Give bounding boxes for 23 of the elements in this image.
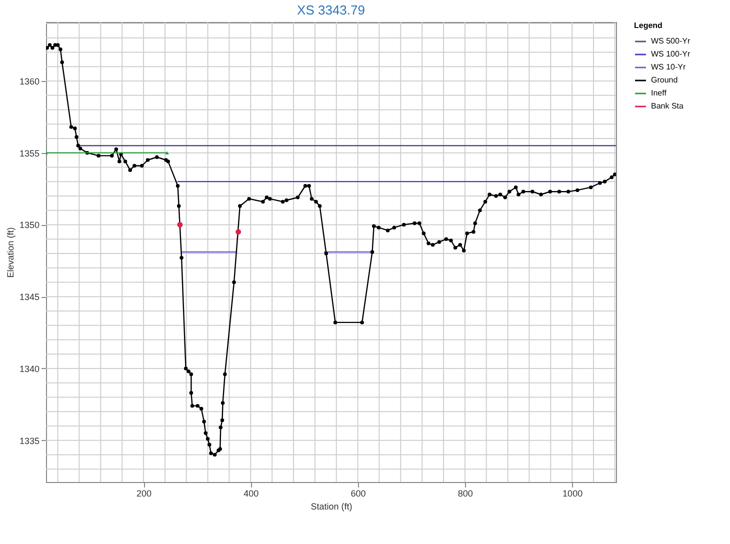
y-axis-title: Elevation (ft)	[5, 227, 16, 278]
legend-label: Ineff	[651, 88, 668, 98]
legend-label: WS 500-Yr	[651, 36, 690, 46]
legend-label: Ground	[651, 76, 678, 84]
y-tick-label: 1335	[19, 436, 40, 446]
x-axis-title: Station (ft)	[310, 502, 352, 512]
x-tick-label: 800	[458, 488, 473, 498]
x-tick-label: 400	[244, 488, 259, 498]
y-tick-label: 1360	[19, 76, 40, 86]
legend-label: WS 100-Yr	[651, 50, 690, 58]
x-tick-label: 600	[350, 488, 366, 498]
point	[177, 222, 183, 228]
x-tick-label: 200	[136, 488, 152, 498]
legend-title: Legend	[634, 21, 663, 30]
legend-label: Bank Sta	[651, 102, 684, 110]
x-tick-label: 1000	[562, 488, 583, 498]
point	[236, 229, 242, 235]
chart-title: XS 3343.79	[297, 2, 365, 18]
legend-label: WS 10-Yr	[651, 62, 686, 72]
y-tick-label: 1355	[19, 148, 40, 158]
y-tick-label: 1340	[19, 364, 40, 374]
y-tick-label: 1345	[19, 292, 40, 302]
y-tick-label: 1350	[19, 220, 40, 230]
